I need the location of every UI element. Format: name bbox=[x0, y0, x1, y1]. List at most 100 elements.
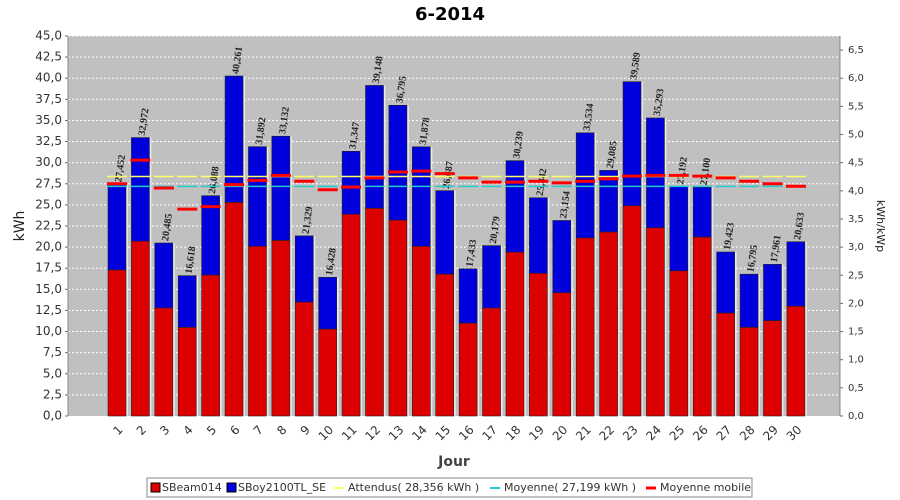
total-label: 40,261 bbox=[230, 46, 245, 75]
bar-segment bbox=[763, 264, 782, 321]
total-label: 33,534 bbox=[582, 103, 597, 132]
y-tick-label: 32,5 bbox=[35, 134, 62, 148]
legend-label: Attendus( 28,356 kWh ) bbox=[348, 481, 479, 494]
bar-segment bbox=[131, 137, 150, 242]
bar-segment bbox=[201, 195, 220, 276]
bar-segment bbox=[763, 320, 782, 417]
total-label: 20,179 bbox=[488, 216, 503, 245]
bar-segment bbox=[575, 132, 595, 239]
bar-segment bbox=[458, 268, 478, 324]
total-label: 27,100 bbox=[699, 157, 714, 186]
bar-segment bbox=[622, 81, 642, 207]
y-tick-label: 12,5 bbox=[35, 303, 62, 317]
y-tick-label: 7,5 bbox=[43, 345, 62, 359]
bar-segment bbox=[271, 240, 291, 417]
bar-segment bbox=[412, 245, 431, 417]
bar-segment bbox=[692, 236, 712, 417]
y2-axis-label: kWh/kWp bbox=[874, 200, 887, 252]
y-tick-label: 40,0 bbox=[35, 71, 62, 85]
total-label: 29,085 bbox=[605, 140, 620, 169]
total-label: 32,972 bbox=[137, 108, 152, 137]
y2-tick-label: 2,0 bbox=[848, 298, 864, 309]
bar-segment bbox=[177, 275, 197, 328]
total-label: 16,795 bbox=[745, 244, 760, 273]
bar-segment bbox=[622, 205, 642, 417]
y-axis-label: kWh bbox=[12, 211, 28, 242]
bar-segment bbox=[552, 220, 572, 294]
total-label: 21,329 bbox=[301, 206, 316, 235]
bar-segment bbox=[365, 207, 384, 417]
legend-box bbox=[146, 477, 753, 498]
bar-segment bbox=[412, 146, 431, 247]
y2-tick-label: 1,0 bbox=[848, 355, 864, 366]
y2-tick-label: 0,5 bbox=[848, 383, 864, 394]
total-label: 31,347 bbox=[347, 121, 362, 150]
y2-tick-label: 5,0 bbox=[848, 130, 864, 141]
bar-segment bbox=[646, 227, 665, 417]
bar-segment bbox=[388, 219, 408, 417]
bar-segment bbox=[482, 245, 501, 309]
bar-segment bbox=[786, 305, 806, 417]
total-label: 17,433 bbox=[465, 239, 480, 268]
total-label: 19,423 bbox=[722, 222, 737, 251]
bar-segment bbox=[458, 322, 478, 417]
y-tick-label: 17,5 bbox=[35, 261, 62, 275]
total-label: 20,485 bbox=[160, 213, 175, 242]
y-tick-label: 5,0 bbox=[43, 366, 62, 380]
bar-segment bbox=[505, 251, 525, 417]
total-label: 17,961 bbox=[769, 234, 784, 263]
y-tick-label: 27,5 bbox=[35, 176, 62, 190]
x-axis-label: Jour bbox=[437, 454, 470, 470]
bar-segment bbox=[107, 269, 127, 417]
bar-segment bbox=[177, 327, 197, 417]
total-label: 39,148 bbox=[371, 55, 386, 84]
y-tick-label: 30,0 bbox=[35, 155, 62, 169]
bar-segment bbox=[646, 117, 665, 228]
bar-segment bbox=[154, 242, 174, 309]
legend-swatch bbox=[226, 482, 237, 493]
total-label: 35,293 bbox=[652, 88, 667, 117]
total-label: 33,132 bbox=[277, 106, 292, 135]
y2-tick-label: 4,5 bbox=[848, 158, 864, 169]
bar-segment bbox=[341, 150, 361, 215]
bar-segment bbox=[201, 274, 220, 417]
bar-segment bbox=[248, 245, 267, 417]
y-tick-label: 42,5 bbox=[35, 50, 62, 64]
y2-tick-label: 3,5 bbox=[848, 214, 864, 225]
legend-label: SBeam014 bbox=[162, 481, 222, 494]
y2-tick-label: 5,5 bbox=[848, 101, 864, 112]
total-label: 31,892 bbox=[254, 117, 269, 146]
bar-segment bbox=[224, 202, 244, 417]
y2-tick-label: 6,0 bbox=[848, 73, 864, 84]
legend-label: SBoy2100TL_SE bbox=[238, 481, 326, 494]
bar-segment bbox=[482, 307, 501, 417]
bar-segment bbox=[739, 273, 759, 328]
y-tick-label: 25,0 bbox=[35, 197, 62, 211]
bar-segment bbox=[529, 272, 548, 417]
y-tick-label: 22,5 bbox=[35, 219, 62, 233]
y-tick-label: 15,0 bbox=[35, 282, 62, 296]
bar-segment bbox=[388, 104, 408, 221]
total-label: 16,428 bbox=[324, 247, 339, 276]
total-label: 36,795 bbox=[394, 75, 409, 104]
y-tick-label: 37,5 bbox=[35, 92, 62, 106]
bar-segment bbox=[365, 85, 384, 209]
bar-segment bbox=[248, 146, 267, 247]
legend-label: Moyenne mobile bbox=[660, 481, 751, 494]
y-tick-label: 35,0 bbox=[35, 113, 62, 127]
bar-segment bbox=[599, 231, 618, 417]
y2-tick-label: 2,5 bbox=[848, 270, 864, 281]
bar-segment bbox=[271, 135, 291, 241]
y2-tick-label: 6,5 bbox=[848, 45, 864, 56]
bar-segment bbox=[318, 328, 337, 417]
total-label: 23,154 bbox=[558, 190, 573, 219]
total-label: 20,633 bbox=[792, 212, 807, 241]
bar-segment bbox=[505, 160, 525, 253]
bar-segment bbox=[575, 237, 595, 417]
bar-segment bbox=[294, 301, 314, 417]
bar-segment bbox=[224, 75, 244, 203]
legend-label: Moyenne( 27,199 kWh ) bbox=[504, 481, 636, 494]
y-tick-label: 2,5 bbox=[43, 387, 62, 401]
bar-segment bbox=[154, 307, 174, 417]
